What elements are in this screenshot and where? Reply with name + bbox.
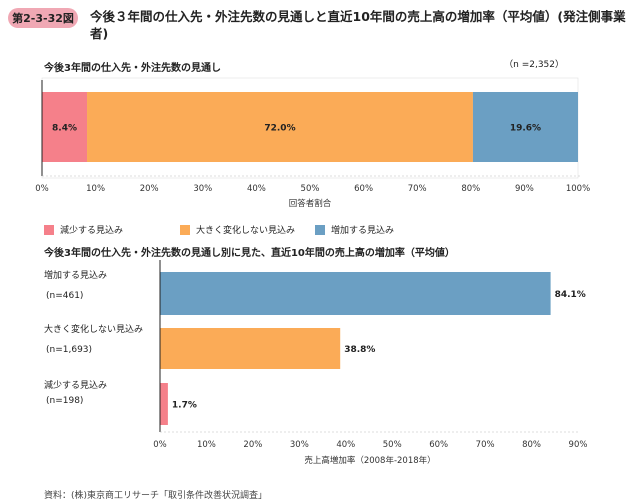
chart1-x-tick-label-9: 90% — [515, 184, 534, 194]
chart2-category-increase: 増加する見込み — [44, 271, 108, 281]
legend-item-decrease: 減少する見込み — [44, 223, 123, 236]
chart1-data-label-2: 19.6% — [510, 124, 541, 134]
chart1-x-tick-label-4: 40% — [247, 184, 266, 194]
chart2-data-label-2: 1.7% — [172, 401, 197, 411]
chart1-title: 今後3年間の仕入先・外注先数の見通し — [44, 63, 221, 74]
figure-title: 今後３年間の仕入先・外注先数の見通しと直近10年間の売上高の増加率（平均値）(発… — [90, 9, 626, 41]
chart2-category-nochange: 大きく変化しない見込み — [44, 325, 144, 335]
chart2-x-tick-label-1: 10% — [197, 440, 216, 450]
chart1-x-tick-label-1: 10% — [86, 184, 105, 194]
legend-swatch-decrease — [44, 224, 54, 235]
chart1-x-tick-label-0: 0% — [35, 184, 49, 194]
chart2-x-axis-title: 売上高増加率（2008年-2018年） — [304, 455, 435, 466]
chart2-x-tick-label-0: 0% — [153, 440, 167, 450]
chart2-bar-1 — [160, 328, 341, 369]
source-note: 資料：(株)東京商工リサーチ「取引条件改善状況調査」 — [44, 491, 268, 501]
chart2-x-tick-label-7: 70% — [476, 440, 495, 450]
chart2-n-decrease: (n=198) — [46, 396, 84, 406]
chart2-data-label-1: 38.8% — [344, 345, 375, 355]
chart2-title: 今後3年間の仕入先・外注先数の見通し別に見た、直近10年間の売上高の増加率（平均… — [44, 248, 455, 259]
chart1-x-tick-label-3: 30% — [193, 184, 212, 194]
legend-swatch-increase — [315, 224, 325, 235]
legend-label-increase: 増加する見込み — [331, 226, 395, 236]
chart1-x-tick-label-2: 20% — [140, 184, 159, 194]
chart1-x-tick-label-5: 50% — [301, 184, 320, 194]
chart1-bar-segment-0 — [42, 92, 88, 162]
chart1-x-tick-label-6: 60% — [354, 184, 373, 194]
legend-item-nochange: 大きく変化しない見込み — [180, 223, 295, 236]
chart1-x-tick-label-8: 80% — [461, 184, 480, 194]
legend-label-decrease: 減少する見込み — [60, 226, 124, 236]
chart2-x-tick-label-4: 40% — [336, 440, 355, 450]
legend-swatch-nochange — [180, 224, 190, 235]
chart1-x-axis-title: 回答者割合 — [289, 198, 332, 209]
chart2-bar-0 — [160, 272, 551, 315]
chart1-x-tick-label-10: 100% — [566, 184, 590, 194]
chart1-data-label-1: 72.0% — [264, 124, 295, 134]
legend-item-increase: 増加する見込み — [315, 223, 394, 236]
chart2-category-decrease: 減少する見込み — [44, 381, 108, 391]
chart2-bar-2 — [160, 383, 168, 425]
chart2-x-tick-label-8: 80% — [522, 440, 541, 450]
chart1-x-tick-label-7: 70% — [408, 184, 427, 194]
chart2-x-tick-label-6: 60% — [429, 440, 448, 450]
chart2-x-tick-label-3: 30% — [290, 440, 309, 450]
chart2-x-tick-label-2: 20% — [243, 440, 262, 450]
chart1-sample-size: （n =2,352） — [504, 60, 564, 70]
chart1-data-label-0: 8.4% — [52, 124, 77, 134]
legend-label-nochange: 大きく変化しない見込み — [196, 226, 296, 236]
chart2-x-tick-label-5: 50% — [383, 440, 402, 450]
chart2-n-nochange: (n=1,693) — [46, 345, 93, 355]
chart2-data-label-0: 84.1% — [555, 290, 586, 300]
chart2-n-increase: (n=461) — [46, 291, 84, 301]
chart1-bar-segment-2 — [472, 92, 578, 162]
chart2-x-tick-label-9: 90% — [569, 440, 588, 450]
chart1-bar-segment-1 — [87, 92, 473, 162]
figure-number-badge: 第2-3-32図 — [8, 8, 78, 28]
